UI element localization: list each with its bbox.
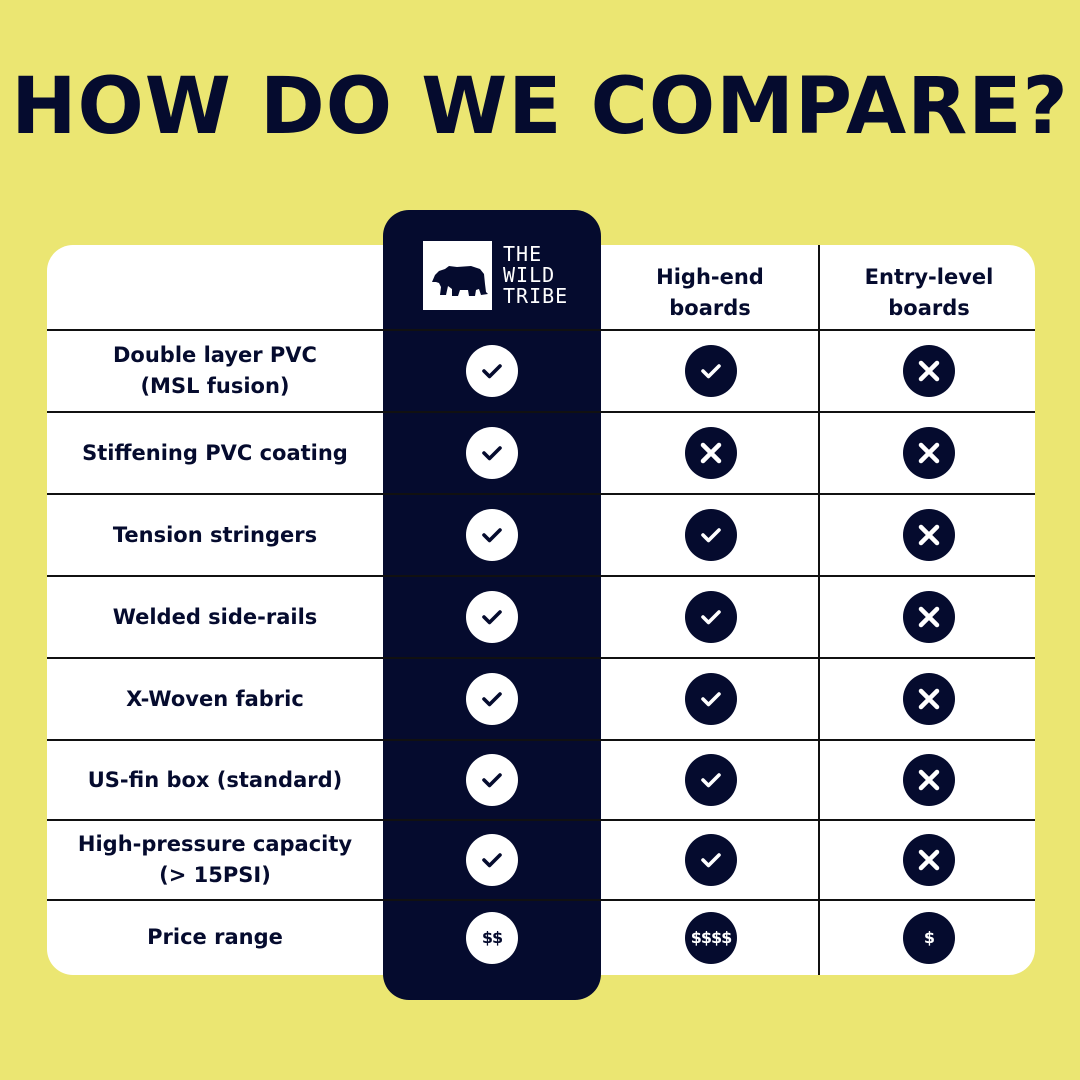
check-icon (466, 591, 518, 643)
check-icon (466, 834, 518, 886)
feature-label: US-fin box (standard) (87, 767, 343, 792)
feature-label: Stiffening PVC coating (82, 440, 348, 465)
price-badge: $$ (466, 911, 518, 964)
brand-wordmark: THE WILD TRIBE (503, 242, 569, 308)
feature-label: Tension stringers (112, 522, 318, 547)
feature-label: Price range (147, 925, 283, 949)
feature-label: Double layer PVC (MSL fusion) (113, 343, 317, 398)
row-divider (47, 411, 1035, 413)
row-divider (47, 819, 1035, 821)
feature-label: High-pressure capacity (> 15PSI) (77, 832, 353, 887)
row-divider (47, 739, 1035, 741)
row-divider (47, 657, 1035, 659)
check-icon (685, 509, 737, 561)
feature-label: X-Woven fabric (126, 686, 304, 711)
cross-icon (903, 345, 955, 397)
check-icon (685, 834, 737, 886)
row-divider (47, 329, 1035, 331)
brand-logo: THE WILD TRIBE (423, 241, 568, 310)
price-badge: $$$$ (685, 911, 737, 964)
check-icon (685, 673, 737, 725)
cross-icon (903, 427, 955, 479)
check-icon (466, 345, 518, 397)
page-title: HOW DO WE COMPARE? (11, 62, 1069, 152)
column-header-entry-level: Entry-level boards (864, 265, 994, 320)
check-icon (685, 591, 737, 643)
check-icon (466, 754, 518, 806)
cross-icon (903, 834, 955, 886)
check-icon (466, 427, 518, 479)
row-divider (47, 575, 1035, 577)
column-divider (818, 245, 820, 975)
feature-label: Welded side-rails (112, 604, 318, 629)
column-header-high-end: High-end boards (656, 265, 764, 320)
cross-icon (903, 591, 955, 643)
check-icon (685, 754, 737, 806)
check-icon (466, 673, 518, 725)
row-divider (47, 899, 1035, 901)
cross-icon (903, 754, 955, 806)
bear-icon (423, 241, 492, 310)
check-icon (685, 345, 737, 397)
cross-icon (903, 673, 955, 725)
cross-icon (685, 427, 737, 479)
cross-icon (903, 509, 955, 561)
price-badge: $ (903, 911, 955, 964)
row-divider (47, 493, 1035, 495)
check-icon (466, 509, 518, 561)
